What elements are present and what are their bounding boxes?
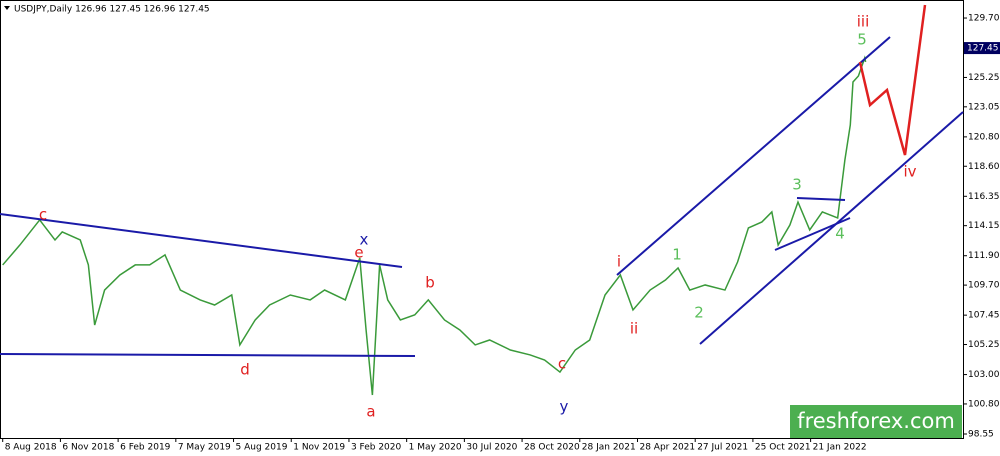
y-tick-label: 120.80 xyxy=(968,132,1000,142)
trend-line xyxy=(616,36,891,276)
y-tick-label: 109.70 xyxy=(968,281,1000,291)
y-tick-label: 114.15 xyxy=(968,221,1000,231)
current-price-label: 127.45 xyxy=(967,44,999,54)
x-tick-label: 7 May 2019 xyxy=(178,443,231,453)
x-tick-label: 27 Jul 2021 xyxy=(697,443,748,453)
y-tick-label: 123.05 xyxy=(968,102,1000,112)
x-tick-label: 1 Nov 2019 xyxy=(293,443,345,453)
y-tick-label: 105.25 xyxy=(968,340,1000,350)
wave-label: x xyxy=(360,231,369,249)
y-tick-label: 107.45 xyxy=(968,311,1000,321)
wave-label: 1 xyxy=(672,246,682,264)
wave-label: i xyxy=(617,253,621,271)
y-tick-label: 129.70 xyxy=(968,14,1000,24)
y-tick-label: 125.25 xyxy=(968,73,1000,83)
trend-line xyxy=(796,197,846,201)
trend-line xyxy=(699,111,964,345)
wave-label: y xyxy=(560,398,569,416)
chart-title: USDJPY,Daily 126.96 127.45 126.96 127.45 xyxy=(14,5,210,15)
x-tick-label: 25 Oct 2021 xyxy=(755,443,811,453)
x-tick-label: 30 Jul 2020 xyxy=(466,443,517,453)
y-tick-label: 103.00 xyxy=(968,370,1000,380)
y-tick-label: 98.55 xyxy=(968,429,994,439)
wave-label: 3 xyxy=(792,176,802,194)
y-tick-label: 111.90 xyxy=(968,251,1000,261)
wave-label: ii xyxy=(630,320,638,338)
price-line xyxy=(2,55,867,396)
trend-lines xyxy=(0,4,964,357)
projection-path xyxy=(858,4,927,156)
wave-label: c xyxy=(39,206,47,224)
x-tick-label: 6 Feb 2019 xyxy=(120,443,171,453)
x-tick-label: 8 Aug 2018 xyxy=(5,443,57,453)
series-layer xyxy=(2,55,867,396)
y-tick-label: 118.60 xyxy=(968,162,1000,172)
x-tick-label: 28 Jan 2021 xyxy=(582,443,636,453)
x-tick-label: 6 Nov 2018 xyxy=(62,443,114,453)
current-price-box xyxy=(964,42,1000,55)
watermark: freshforex.com xyxy=(790,405,962,438)
x-tick-label: 1 May 2020 xyxy=(409,443,462,453)
wave-label: a xyxy=(366,403,375,421)
wave-label: e xyxy=(354,244,363,262)
x-tick-label: 5 Aug 2019 xyxy=(236,443,288,453)
trend-line xyxy=(0,213,403,268)
trend-line xyxy=(0,353,416,357)
y-tick-label: 116.35 xyxy=(968,192,1000,202)
watermark-text: freshforex.com xyxy=(797,409,955,433)
wave-label: 2 xyxy=(694,304,704,322)
y-tick-label: 100.80 xyxy=(968,399,1000,409)
watermark-box xyxy=(790,405,962,438)
wave-label: iv xyxy=(903,163,916,181)
menu-arrow xyxy=(4,6,10,10)
wave-label: b xyxy=(425,274,435,292)
wave-label: 4 xyxy=(835,225,845,243)
plot-frame xyxy=(0,0,964,439)
x-tick-label: 21 Jan 2022 xyxy=(813,443,867,453)
x-tick-label: 28 Oct 2020 xyxy=(524,443,580,453)
x-tick-label: 28 Apr 2021 xyxy=(639,443,695,453)
trend-line xyxy=(774,217,851,251)
wave-label: c xyxy=(558,355,566,373)
wave-label: d xyxy=(240,361,250,379)
wave-label: 5 xyxy=(857,31,867,49)
wave-labels: c x e d a b c y i ii 1 2 3 4 5 iii iv xyxy=(39,13,917,421)
wave-label: iii xyxy=(857,13,870,31)
x-tick-label: 3 Feb 2020 xyxy=(351,443,402,453)
